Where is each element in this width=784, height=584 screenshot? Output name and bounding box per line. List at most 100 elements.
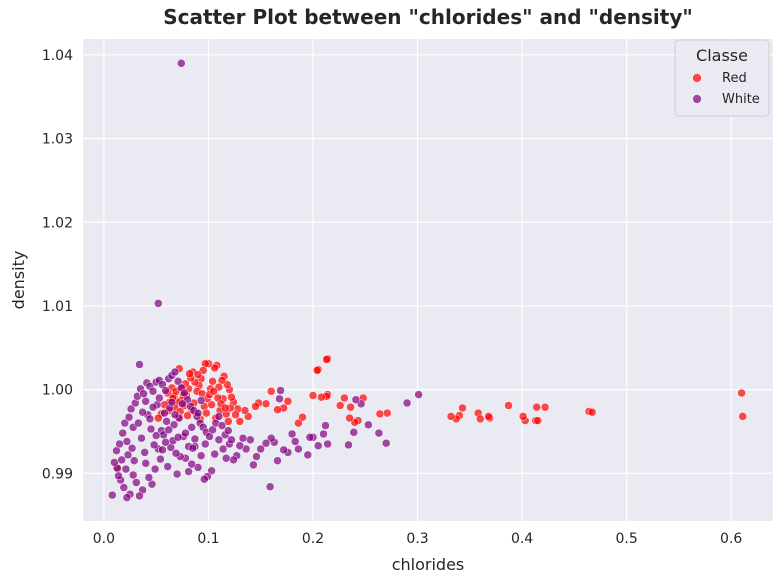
data-point-white xyxy=(224,426,233,435)
data-point-red xyxy=(346,402,355,412)
data-point-red xyxy=(240,406,250,415)
data-point-white xyxy=(155,393,164,403)
data-point-red xyxy=(235,417,245,426)
data-point-red xyxy=(207,400,216,409)
data-point-white xyxy=(218,444,228,454)
data-point-white xyxy=(163,462,172,471)
data-point-white xyxy=(150,464,160,474)
data-point-red xyxy=(185,369,194,378)
data-point-white xyxy=(344,440,353,450)
data-point-red xyxy=(345,413,354,423)
data-point-white xyxy=(323,439,332,449)
data-point-white xyxy=(144,473,154,482)
data-point-white xyxy=(252,452,261,461)
data-point-white xyxy=(200,474,209,484)
data-point-red xyxy=(317,392,326,402)
data-point-red xyxy=(227,392,236,402)
data-point-white xyxy=(167,397,177,407)
y-tick-label: 1.03 xyxy=(42,132,73,148)
data-point-red xyxy=(202,408,211,418)
data-points xyxy=(108,59,747,502)
data-point-red xyxy=(294,418,303,428)
data-point-red xyxy=(261,399,271,409)
data-point-red xyxy=(154,413,163,423)
data-point-red xyxy=(251,402,260,411)
data-point-white xyxy=(249,460,258,470)
data-point-white xyxy=(121,464,131,474)
data-point-white xyxy=(135,360,144,369)
data-point-white xyxy=(351,395,361,404)
data-point-red xyxy=(484,412,493,421)
data-point-white xyxy=(235,441,245,450)
x-tick-label: 0.1 xyxy=(197,531,219,547)
data-point-red xyxy=(322,355,331,364)
data-point-red xyxy=(298,412,307,422)
data-point-white xyxy=(227,435,236,445)
data-point-red xyxy=(193,370,203,379)
data-point-white xyxy=(196,451,206,460)
data-point-red xyxy=(540,402,550,412)
data-point-white xyxy=(124,412,134,422)
data-point-red xyxy=(382,408,392,418)
data-point-white xyxy=(381,438,391,448)
data-point-white xyxy=(156,454,165,464)
data-point-white xyxy=(321,421,330,430)
data-point-white xyxy=(214,412,224,421)
data-point-white xyxy=(138,407,147,417)
legend: Classe Red White xyxy=(674,39,770,117)
data-point-red xyxy=(446,412,456,421)
data-point-red xyxy=(231,410,240,419)
data-point-white xyxy=(221,453,231,463)
data-point-white xyxy=(201,439,210,449)
data-point-white xyxy=(196,396,206,405)
data-point-red xyxy=(183,411,192,420)
data-point-red xyxy=(308,391,318,400)
data-point-red xyxy=(224,417,233,426)
data-point-white xyxy=(229,455,238,465)
data-point-red xyxy=(587,407,597,417)
data-point-red xyxy=(375,409,385,419)
data-point-white xyxy=(287,429,297,439)
data-point-white xyxy=(123,450,133,460)
data-point-red xyxy=(504,401,513,410)
data-point-white xyxy=(161,386,170,395)
data-point-white xyxy=(110,458,119,467)
data-point-white xyxy=(114,471,123,481)
data-point-red xyxy=(476,414,485,424)
data-point-white xyxy=(177,59,186,68)
data-point-white xyxy=(170,410,180,419)
x-tick-label: 0.6 xyxy=(720,531,742,547)
data-point-white xyxy=(139,389,148,399)
data-point-white xyxy=(210,449,219,459)
data-point-red xyxy=(266,387,276,396)
data-point-red xyxy=(737,388,746,398)
x-tick-label: 0.0 xyxy=(93,531,115,547)
data-point-white xyxy=(122,493,132,502)
y-tick-label: 0.99 xyxy=(42,466,73,482)
y-tick-label: 1.02 xyxy=(42,215,73,231)
data-point-white xyxy=(276,386,285,395)
data-point-white xyxy=(160,408,169,418)
data-point-white xyxy=(108,490,117,500)
data-point-white xyxy=(132,478,141,487)
data-point-white xyxy=(256,444,265,454)
data-point-white xyxy=(374,428,384,438)
data-point-white xyxy=(126,404,136,414)
y-tick-label: 1.04 xyxy=(42,48,73,64)
data-point-red xyxy=(210,363,219,373)
data-point-red xyxy=(533,416,543,425)
data-point-white xyxy=(238,433,248,443)
data-point-white xyxy=(319,429,328,439)
data-point-white xyxy=(117,455,126,465)
data-point-white xyxy=(290,437,300,446)
data-point-white xyxy=(187,423,196,432)
data-point-white xyxy=(279,445,288,455)
data-point-white xyxy=(154,299,163,308)
data-point-white xyxy=(246,435,255,445)
data-point-red xyxy=(273,405,282,414)
data-point-white xyxy=(158,445,167,455)
data-point-white xyxy=(275,394,284,404)
legend-title: Classe xyxy=(696,46,748,65)
data-point-white xyxy=(151,431,161,440)
